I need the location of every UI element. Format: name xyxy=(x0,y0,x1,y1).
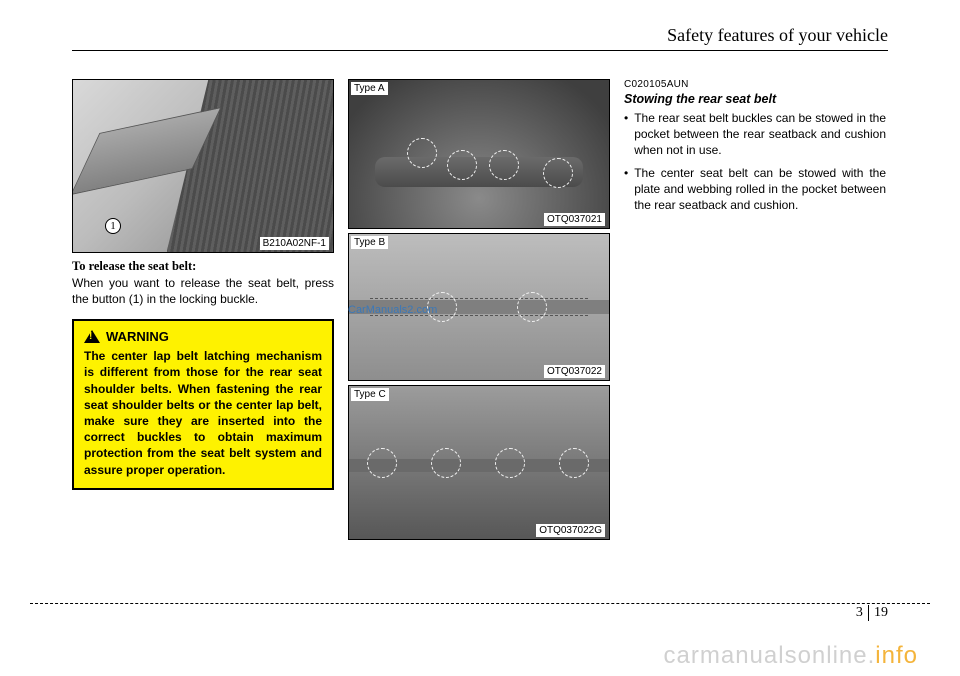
columns: 1 B210A02NF-1 To release the seat belt: … xyxy=(72,79,888,540)
callout-1: 1 xyxy=(105,218,121,234)
chapter-title: Safety features of your vehicle xyxy=(667,25,888,45)
bullet-dot: • xyxy=(624,110,628,159)
bullet-item: • The center seat belt can be stowed wit… xyxy=(624,165,886,214)
footer-divider xyxy=(30,603,930,604)
figure-type-a: Type A OTQ037021 xyxy=(348,79,610,229)
section-subhead: Stowing the rear seat belt xyxy=(624,92,886,106)
watermark-text: carmanualsonline. xyxy=(664,642,876,669)
highlight-circle xyxy=(543,158,573,188)
page-number: 3 19 xyxy=(856,605,888,621)
release-body: When you want to release the seat belt, … xyxy=(72,276,334,307)
highlight-circle xyxy=(559,448,589,478)
bullet-dot: • xyxy=(624,165,628,214)
column-1: 1 B210A02NF-1 To release the seat belt: … xyxy=(72,79,334,540)
highlight-circle xyxy=(367,448,397,478)
watermark-footer: carmanualsonline.info xyxy=(664,642,918,670)
watermark-inline: CarManuals2.com xyxy=(348,304,437,316)
figure-type-label: Type B xyxy=(351,236,388,249)
bullet-item: • The rear seat belt buckles can be stow… xyxy=(624,110,886,159)
chapter-header: Safety features of your vehicle xyxy=(72,25,888,51)
release-title: To release the seat belt: xyxy=(72,259,334,274)
bullet-text: The rear seat belt buckles can be stowed… xyxy=(634,110,886,159)
section-number: 3 xyxy=(856,605,863,621)
warning-label: WARNING xyxy=(106,329,169,344)
section-code: C020105AUN xyxy=(624,79,886,90)
warning-box: WARNING The center lap belt latching mec… xyxy=(72,319,334,490)
warning-body: The center lap belt latching mechanism i… xyxy=(84,348,322,478)
highlight-circle xyxy=(407,138,437,168)
warning-icon xyxy=(84,330,100,343)
highlight-circle xyxy=(517,292,547,322)
page-divider xyxy=(868,605,869,621)
highlight-circle xyxy=(431,448,461,478)
figure-type-c: Type C OTQ037022G xyxy=(348,385,610,540)
page-content: Safety features of your vehicle 1 B210A0… xyxy=(72,25,888,635)
figure-type-label: Type A xyxy=(351,82,388,95)
figure-ref: B210A02NF-1 xyxy=(260,237,329,250)
figure-ref: OTQ037022 xyxy=(544,365,605,378)
watermark-suffix: info xyxy=(875,642,918,669)
highlight-circle xyxy=(489,150,519,180)
highlight-circle xyxy=(447,150,477,180)
warning-heading: WARNING xyxy=(84,329,322,344)
figure-type-label: Type C xyxy=(351,388,389,401)
figure-release-belt: 1 B210A02NF-1 xyxy=(72,79,334,253)
column-3: C020105AUN Stowing the rear seat belt • … xyxy=(624,79,886,540)
figure-ref: OTQ037021 xyxy=(544,213,605,226)
page-index: 19 xyxy=(874,605,888,621)
figure-ref: OTQ037022G xyxy=(536,524,605,537)
bullet-text: The center seat belt can be stowed with … xyxy=(634,165,886,214)
highlight-circle xyxy=(495,448,525,478)
